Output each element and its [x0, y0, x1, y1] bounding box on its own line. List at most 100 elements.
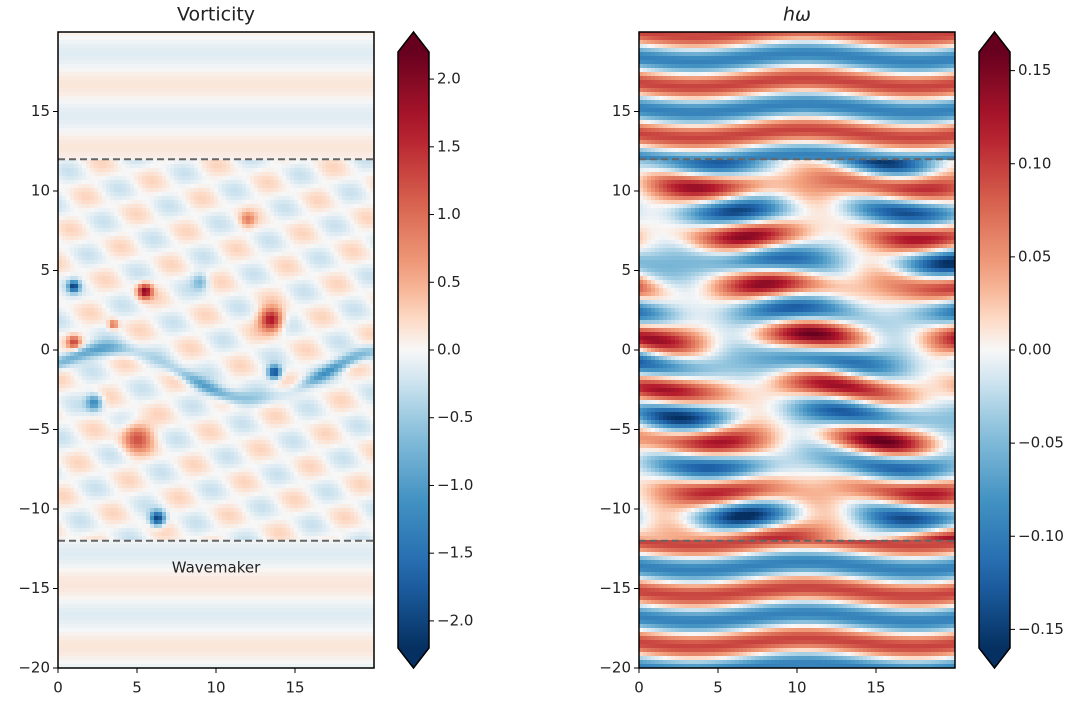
heatmap-cell	[166, 48, 170, 52]
heatmap-cell	[242, 144, 246, 148]
heatmap-cell	[166, 40, 170, 44]
heatmap-cell	[98, 240, 102, 244]
heatmap-cell	[62, 196, 66, 200]
heatmap-cell	[114, 188, 118, 192]
heatmap-cell	[290, 148, 294, 152]
heatmap-cell	[334, 60, 338, 64]
heatmap-cell	[102, 188, 106, 192]
heatmap-cell	[238, 256, 242, 260]
heatmap-cell	[310, 100, 314, 104]
heatmap-cell	[182, 236, 186, 240]
heatmap-cell	[258, 240, 262, 244]
heatmap-cell	[230, 248, 234, 252]
heatmap-cell	[242, 100, 246, 104]
heatmap-cell	[102, 148, 106, 152]
heatmap-cell	[190, 148, 194, 152]
heatmap-cell	[338, 128, 342, 132]
heatmap-cell	[74, 276, 78, 280]
heatmap-cell	[98, 252, 102, 256]
heatmap-cell	[146, 244, 150, 248]
heatmap-cell	[86, 136, 90, 140]
heatmap-cell	[274, 212, 278, 216]
heatmap-cell	[182, 48, 186, 52]
heatmap-cell	[370, 144, 374, 148]
heatmap-cell	[154, 152, 158, 156]
heatmap-cell	[106, 92, 110, 96]
heatmap-cell	[322, 136, 326, 140]
heatmap-cell	[118, 56, 122, 60]
heatmap-cell	[190, 268, 194, 272]
heatmap-cell	[58, 44, 62, 48]
heatmap-cell	[298, 216, 302, 220]
heatmap-cell	[226, 216, 230, 220]
heatmap-cell	[154, 124, 158, 128]
heatmap-cell	[274, 136, 278, 140]
heatmap-cell	[218, 52, 222, 56]
heatmap-cell	[90, 272, 94, 276]
heatmap-cell	[166, 276, 170, 280]
heatmap-cell	[162, 96, 166, 100]
heatmap-cell	[154, 196, 158, 200]
heatmap-cell	[290, 248, 294, 252]
heatmap-cell	[58, 124, 62, 128]
heatmap-cell	[250, 204, 254, 208]
heatmap-cell	[270, 220, 274, 224]
heatmap-cell	[94, 32, 98, 36]
heatmap-cell	[186, 164, 190, 168]
heatmap-cell	[158, 184, 162, 188]
heatmap-cell	[98, 276, 102, 280]
heatmap-cell	[362, 124, 366, 128]
heatmap-cell	[226, 64, 230, 68]
heatmap-cell	[350, 156, 354, 160]
heatmap-cell	[326, 180, 330, 184]
heatmap-cell	[282, 80, 286, 84]
heatmap-cell	[370, 108, 374, 112]
heatmap-cell	[222, 128, 226, 132]
heatmap-cell	[194, 36, 198, 40]
heatmap-cell	[86, 204, 90, 208]
heatmap-cell	[182, 156, 186, 160]
heatmap-cell	[214, 168, 218, 172]
heatmap-cell	[154, 240, 158, 244]
heatmap-cell	[222, 32, 226, 36]
heatmap-cell	[358, 76, 362, 80]
heatmap-cell	[254, 92, 258, 96]
heatmap-cell	[170, 260, 174, 264]
heatmap-cell	[370, 180, 374, 184]
heatmap-cell	[146, 132, 150, 136]
heatmap-cell	[242, 184, 246, 188]
heatmap-cell	[294, 160, 298, 164]
heatmap-cell	[214, 244, 218, 248]
heatmap-cell	[102, 268, 106, 272]
heatmap-cell	[362, 60, 366, 64]
heatmap-cell	[354, 52, 358, 56]
heatmap-cell	[334, 256, 338, 260]
heatmap-cell	[70, 168, 74, 172]
heatmap-cell	[318, 68, 322, 72]
heatmap-cell	[170, 152, 174, 156]
heatmap-cell	[306, 124, 310, 128]
heatmap-cell	[174, 276, 178, 280]
heatmap-cell	[102, 228, 106, 232]
heatmap-cell	[266, 272, 270, 276]
heatmap-cell	[146, 92, 150, 96]
heatmap-cell	[262, 260, 266, 264]
heatmap-cell	[250, 116, 254, 120]
heatmap-cell	[130, 148, 134, 152]
heatmap-cell	[334, 124, 338, 128]
heatmap-cell	[122, 184, 126, 188]
heatmap-cell	[314, 248, 318, 252]
heatmap-cell	[322, 232, 326, 236]
heatmap-cell	[62, 256, 66, 260]
heatmap-cell	[118, 176, 122, 180]
heatmap-cell	[202, 60, 206, 64]
heatmap-cell	[350, 196, 354, 200]
heatmap-cell	[294, 124, 298, 128]
heatmap-cell	[146, 52, 150, 56]
heatmap-cell	[230, 228, 234, 232]
heatmap-cell	[350, 92, 354, 96]
heatmap-cell	[326, 160, 330, 164]
heatmap-cell	[158, 64, 162, 68]
heatmap-cell	[342, 200, 346, 204]
heatmap-cell	[350, 152, 354, 156]
